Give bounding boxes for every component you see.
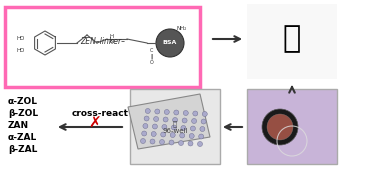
Circle shape bbox=[155, 109, 160, 114]
Circle shape bbox=[202, 112, 207, 116]
Text: H
N: H N bbox=[110, 34, 114, 44]
Circle shape bbox=[160, 139, 164, 144]
Circle shape bbox=[143, 124, 148, 128]
Circle shape bbox=[156, 29, 184, 57]
Circle shape bbox=[144, 116, 149, 121]
Circle shape bbox=[164, 110, 169, 115]
Circle shape bbox=[170, 132, 175, 138]
Text: HO: HO bbox=[17, 49, 25, 54]
Text: NH₂: NH₂ bbox=[177, 26, 187, 31]
Circle shape bbox=[153, 116, 159, 122]
Text: β-ZAL: β-ZAL bbox=[8, 144, 37, 153]
Circle shape bbox=[189, 134, 194, 139]
Circle shape bbox=[180, 133, 185, 138]
Bar bbox=[247, 4, 337, 79]
Circle shape bbox=[197, 141, 203, 147]
Circle shape bbox=[151, 131, 156, 137]
Circle shape bbox=[191, 126, 195, 131]
Circle shape bbox=[174, 110, 179, 115]
Circle shape bbox=[201, 119, 206, 124]
Text: α-ZOL: α-ZOL bbox=[8, 96, 38, 105]
Circle shape bbox=[152, 124, 157, 129]
Circle shape bbox=[199, 134, 204, 139]
Circle shape bbox=[267, 114, 293, 140]
Text: HO: HO bbox=[17, 35, 25, 41]
Circle shape bbox=[192, 118, 197, 124]
Bar bbox=[5, 7, 200, 87]
Circle shape bbox=[145, 108, 150, 114]
Circle shape bbox=[181, 126, 186, 130]
Text: α-ZAL: α-ZAL bbox=[8, 132, 37, 141]
Circle shape bbox=[150, 139, 155, 144]
Text: cross-react: cross-react bbox=[71, 110, 129, 118]
Text: ZEN–linker–: ZEN–linker– bbox=[80, 38, 125, 46]
Circle shape bbox=[142, 131, 147, 136]
Text: β-ZOL: β-ZOL bbox=[8, 108, 38, 117]
Circle shape bbox=[200, 127, 205, 131]
Circle shape bbox=[141, 139, 146, 143]
Circle shape bbox=[173, 117, 178, 123]
Text: 🦐: 🦐 bbox=[283, 25, 301, 54]
Circle shape bbox=[162, 125, 167, 129]
Circle shape bbox=[178, 140, 183, 146]
Circle shape bbox=[163, 117, 168, 122]
Circle shape bbox=[193, 111, 198, 116]
Circle shape bbox=[171, 125, 177, 130]
Circle shape bbox=[169, 140, 174, 145]
Circle shape bbox=[183, 111, 188, 115]
Text: ⬛
96-well: ⬛ 96-well bbox=[162, 120, 188, 134]
Text: ✗: ✗ bbox=[88, 115, 101, 130]
Circle shape bbox=[161, 132, 166, 137]
Bar bbox=[247, 89, 337, 164]
Circle shape bbox=[182, 118, 187, 123]
Text: ZAN: ZAN bbox=[8, 120, 29, 129]
Circle shape bbox=[188, 141, 193, 146]
Circle shape bbox=[262, 109, 298, 145]
Text: BSA: BSA bbox=[163, 41, 177, 45]
Polygon shape bbox=[128, 94, 210, 149]
Bar bbox=[130, 89, 220, 164]
Text: C
‖
O: C ‖ O bbox=[150, 48, 153, 65]
